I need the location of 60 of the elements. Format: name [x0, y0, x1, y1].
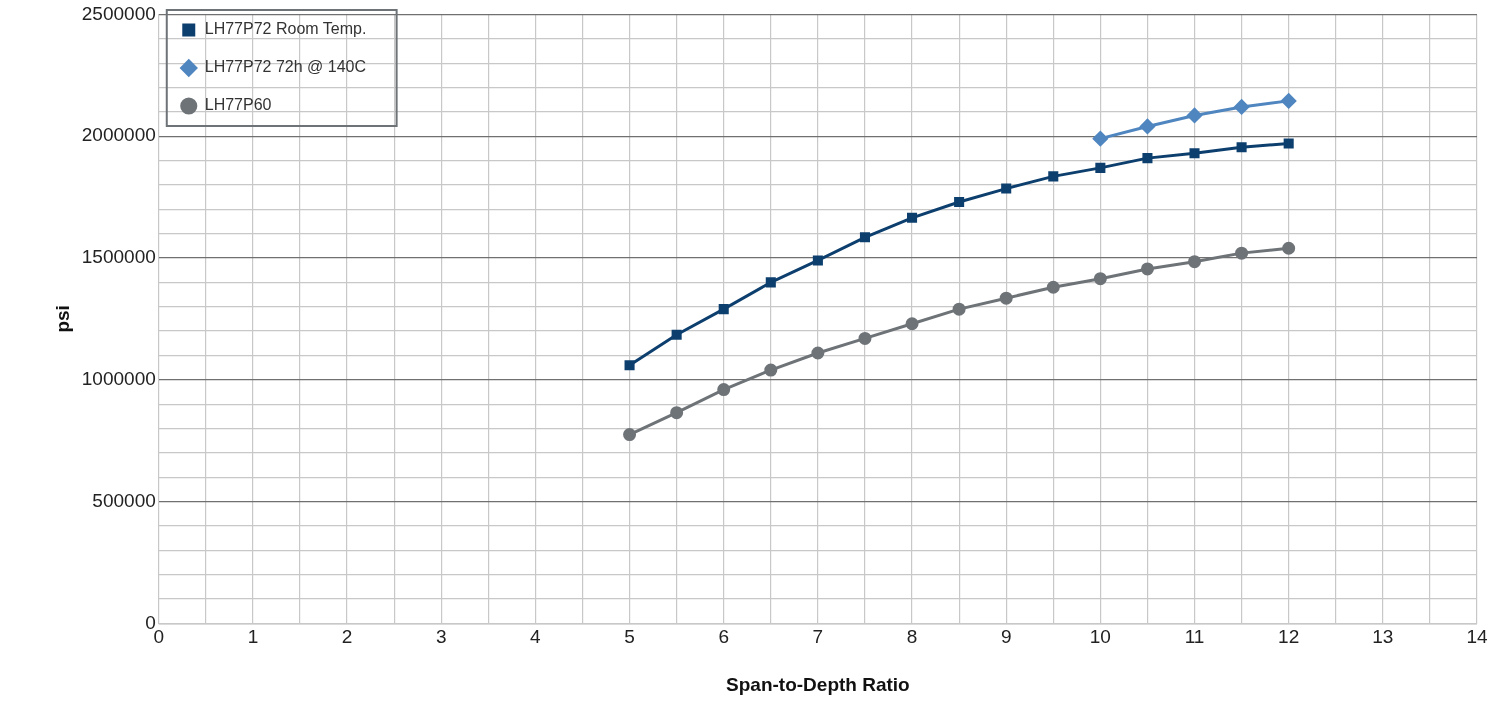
x-tick-label: 14	[1466, 626, 1488, 648]
legend-label: LH77P60	[204, 96, 272, 114]
point	[623, 428, 637, 442]
point	[1139, 118, 1155, 134]
x-tick-label: 7	[812, 626, 824, 648]
point	[1142, 153, 1153, 164]
x-tick-label: 12	[1278, 626, 1300, 648]
point	[1236, 142, 1247, 153]
point	[671, 329, 682, 340]
point	[1048, 171, 1059, 182]
point	[1046, 280, 1060, 294]
y-tick-label: 500000	[92, 489, 156, 511]
legend-label: LH77P72 Room Temp.	[204, 20, 367, 38]
point	[954, 196, 965, 208]
legend-label: LH77P72 72h @ 140C	[204, 58, 367, 76]
x-tick-label: 2	[341, 626, 353, 648]
point	[1189, 148, 1200, 159]
x-tick-label: 11	[1184, 626, 1205, 648]
point	[999, 291, 1013, 305]
point	[718, 304, 729, 315]
x-tick-label: 8	[906, 626, 918, 648]
point	[1283, 138, 1294, 149]
point	[952, 302, 966, 316]
point	[1282, 241, 1296, 255]
point	[812, 255, 823, 266]
point	[1235, 246, 1249, 260]
x-tick-label: 10	[1089, 626, 1111, 648]
y-tick-label: 1500000	[81, 246, 156, 268]
point	[765, 277, 776, 288]
x-tick-label: 4	[530, 626, 542, 648]
point	[1188, 255, 1202, 269]
x-tick-label: 9	[1000, 626, 1012, 648]
y-tick-label: 1000000	[81, 368, 156, 390]
point	[624, 360, 635, 371]
point	[1092, 131, 1108, 147]
point	[1281, 93, 1297, 109]
point	[858, 331, 872, 345]
x-tick-label: 3	[435, 626, 447, 648]
point	[1234, 99, 1250, 115]
point	[907, 212, 918, 223]
point	[905, 317, 919, 331]
x-tick-label: 6	[718, 626, 730, 648]
point	[670, 406, 684, 420]
x-tick-label: 5	[624, 626, 635, 648]
x-axis-title: Span-to-Depth Ratio	[726, 673, 910, 695]
y-tick-label: 2000000	[81, 124, 156, 146]
x-tick-label: 1	[247, 626, 259, 648]
point	[859, 232, 870, 243]
y-tick-label: 2500000	[81, 2, 156, 24]
point	[717, 383, 731, 397]
point	[1001, 183, 1012, 194]
point	[811, 346, 825, 360]
point	[764, 363, 778, 377]
x-tick-label: 13	[1372, 626, 1394, 648]
y-tick-label: 0	[145, 611, 156, 633]
point	[1093, 272, 1107, 286]
y-axis-title: psi	[51, 305, 73, 333]
point	[1140, 262, 1154, 276]
point	[1187, 107, 1203, 123]
point	[1095, 162, 1106, 173]
